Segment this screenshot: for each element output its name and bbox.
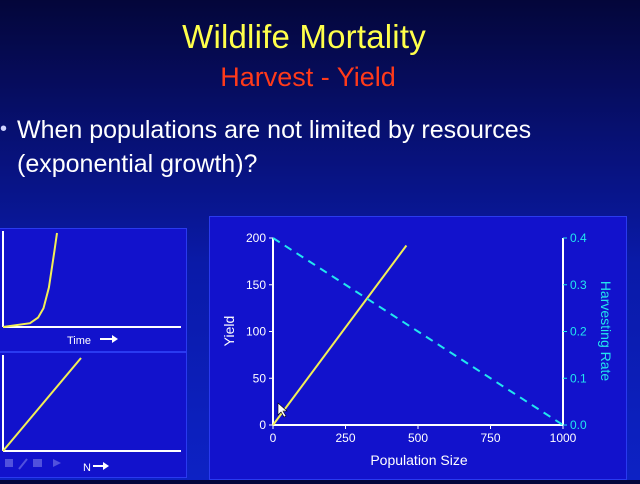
n-axis-label: N xyxy=(83,462,91,474)
time-axis-label: Time xyxy=(67,335,91,347)
n-arrow-icon xyxy=(93,462,109,470)
exponential-growth-curve xyxy=(2,232,58,328)
growth-vs-time-svg: Time xyxy=(2,231,181,347)
y-axis-title: Yield xyxy=(221,316,237,347)
y2-tick-label: 0.0 xyxy=(570,418,587,432)
growth-vs-time-plot xyxy=(2,231,181,328)
x-tick-label: 0 xyxy=(270,431,277,445)
y-tick-label: 100 xyxy=(246,325,266,339)
harvesting-rate-line xyxy=(272,237,564,426)
y-tick-label: 200 xyxy=(246,231,266,245)
y2-tick-label: 0.4 xyxy=(570,231,587,245)
slide-title: Wildlife Mortality xyxy=(182,18,426,55)
time-arrow-icon xyxy=(100,335,118,343)
yield-harvest-chart: 0 250 500 750 1000 0 50 100 150 200 0.0 0.1 0.2 0.3 0.… xyxy=(209,216,627,480)
toolbar-icons xyxy=(5,458,61,470)
yield-line xyxy=(2,357,82,452)
y2-tick-label: 0.3 xyxy=(570,278,587,292)
yield-line xyxy=(272,244,408,426)
x-tick-label: 1000 xyxy=(550,431,577,445)
y-tick-label: 50 xyxy=(253,371,267,385)
yield-vs-n-plot xyxy=(2,355,181,452)
yield-harvest-plot: 0 250 500 750 1000 0 50 100 150 200 0.0 0.1 0.2 0.3 0.… xyxy=(246,231,587,445)
slide-subtitle: Harvest - Yield xyxy=(220,62,396,92)
yield-vs-n-chart: N xyxy=(0,352,187,478)
y2-tick-label: 0.1 xyxy=(570,371,587,385)
x-tick-label: 500 xyxy=(408,431,428,445)
y-tick-label: 150 xyxy=(246,278,266,292)
x-axis-title: Population Size xyxy=(370,452,468,468)
y-tick-label: 0 xyxy=(259,418,266,432)
bullet-marker: • xyxy=(0,118,8,140)
x-tick-label: 250 xyxy=(335,431,355,445)
x-tick-label: 750 xyxy=(480,431,500,445)
growth-vs-time-chart: Time xyxy=(0,228,187,352)
y2-axis-title: Harvesting Rate xyxy=(598,281,614,382)
y2-tick-label: 0.2 xyxy=(570,325,587,339)
mouse-cursor-icon xyxy=(277,402,288,418)
yield-harvest-svg: 0 250 500 750 1000 0 50 100 150 200 0.0 0.1 0.2 0.3 0.… xyxy=(221,231,614,468)
yield-vs-n-svg: N xyxy=(2,355,181,474)
bullet-text: When populations are not limited by reso… xyxy=(17,116,532,178)
